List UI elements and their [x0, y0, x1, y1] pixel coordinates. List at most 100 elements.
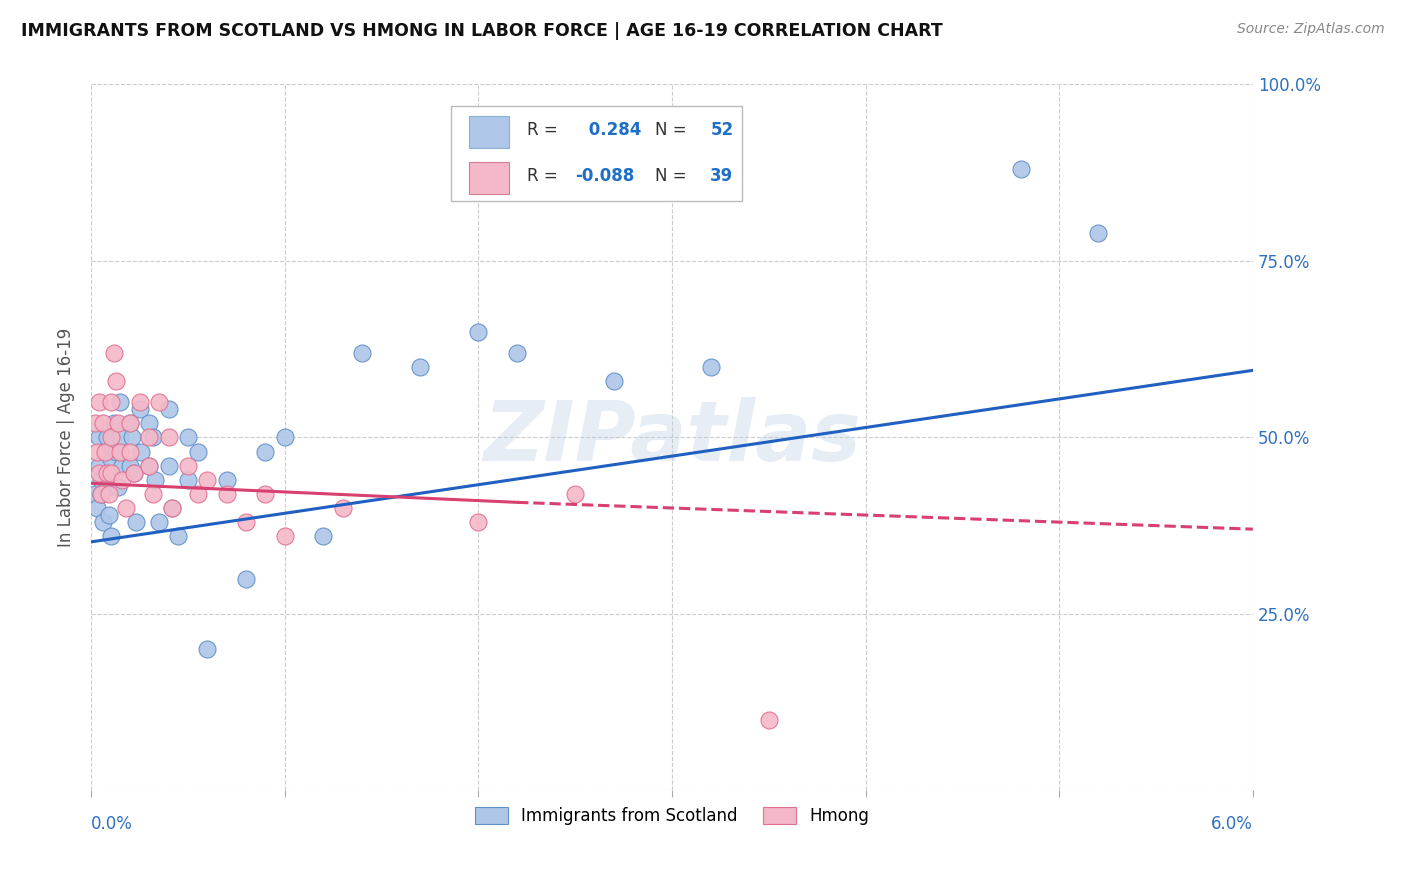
- Point: [138, 430, 160, 444]
- Point: [157, 458, 180, 473]
- Legend: Immigrants from Scotland, Hmong: Immigrants from Scotland, Hmong: [468, 800, 876, 831]
- Point: [138, 458, 160, 473]
- Point: [195, 642, 218, 657]
- Point: [115, 500, 138, 515]
- Point: [467, 515, 489, 529]
- Point: [564, 487, 586, 501]
- Point: [187, 487, 209, 501]
- Point: [108, 430, 131, 444]
- Point: [107, 480, 129, 494]
- Point: [215, 487, 238, 501]
- Point: [467, 325, 489, 339]
- Point: [91, 515, 114, 529]
- Point: [100, 466, 122, 480]
- FancyBboxPatch shape: [468, 116, 509, 148]
- Point: [274, 529, 297, 543]
- Point: [187, 444, 209, 458]
- Point: [142, 430, 165, 444]
- Point: [93, 444, 115, 458]
- Point: [96, 430, 118, 444]
- Text: -0.088: -0.088: [575, 167, 636, 186]
- Point: [118, 417, 141, 431]
- Text: 6.0%: 6.0%: [1211, 815, 1253, 833]
- Point: [138, 458, 160, 473]
- Point: [215, 473, 238, 487]
- Point: [118, 458, 141, 473]
- Point: [93, 444, 115, 458]
- Point: [254, 487, 277, 501]
- Text: R =: R =: [527, 121, 562, 139]
- Point: [111, 458, 134, 473]
- Point: [177, 473, 200, 487]
- Point: [122, 466, 145, 480]
- Point: [90, 473, 112, 487]
- Point: [162, 500, 184, 515]
- Point: [758, 713, 780, 727]
- Point: [195, 473, 218, 487]
- Point: [100, 529, 122, 543]
- Point: [107, 417, 129, 431]
- Point: [118, 417, 141, 431]
- Text: 0.284: 0.284: [582, 121, 641, 139]
- Point: [96, 466, 118, 480]
- Point: [96, 480, 118, 494]
- Text: 0.0%: 0.0%: [91, 815, 134, 833]
- Point: [274, 430, 297, 444]
- Point: [128, 395, 150, 409]
- Point: [148, 515, 170, 529]
- Point: [131, 444, 153, 458]
- Point: [177, 430, 200, 444]
- Point: [162, 500, 184, 515]
- Point: [409, 359, 432, 374]
- Point: [84, 487, 107, 501]
- Point: [235, 572, 257, 586]
- Point: [142, 487, 165, 501]
- Point: [105, 374, 128, 388]
- Point: [100, 395, 122, 409]
- Point: [91, 417, 114, 431]
- Point: [167, 529, 190, 543]
- Point: [103, 345, 125, 359]
- Text: R =: R =: [527, 167, 562, 186]
- Point: [87, 458, 110, 473]
- Point: [87, 430, 110, 444]
- Point: [90, 487, 112, 501]
- Text: IMMIGRANTS FROM SCOTLAND VS HMONG IN LABOR FORCE | AGE 16-19 CORRELATION CHART: IMMIGRANTS FROM SCOTLAND VS HMONG IN LAB…: [21, 22, 943, 40]
- Point: [138, 417, 160, 431]
- Point: [84, 417, 107, 431]
- Point: [1010, 162, 1032, 177]
- Point: [121, 430, 143, 444]
- Point: [100, 430, 122, 444]
- Point: [86, 500, 108, 515]
- Point: [312, 529, 335, 543]
- Point: [157, 430, 180, 444]
- Point: [97, 508, 120, 522]
- Text: N =: N =: [655, 167, 692, 186]
- Point: [177, 458, 200, 473]
- Point: [118, 444, 141, 458]
- Point: [157, 402, 180, 417]
- Text: 39: 39: [710, 167, 734, 186]
- Text: ZIPatlas: ZIPatlas: [484, 397, 860, 478]
- Point: [699, 359, 721, 374]
- Point: [506, 345, 529, 359]
- Point: [143, 473, 166, 487]
- Point: [125, 515, 148, 529]
- Point: [97, 487, 120, 501]
- FancyBboxPatch shape: [451, 105, 742, 201]
- Point: [128, 402, 150, 417]
- Point: [87, 395, 110, 409]
- Point: [86, 444, 108, 458]
- FancyBboxPatch shape: [468, 162, 509, 194]
- Point: [108, 444, 131, 458]
- Text: N =: N =: [655, 121, 692, 139]
- Point: [1087, 226, 1109, 240]
- Point: [332, 500, 354, 515]
- Point: [352, 345, 374, 359]
- Point: [122, 466, 145, 480]
- Point: [90, 487, 112, 501]
- Point: [603, 374, 626, 388]
- Text: Source: ZipAtlas.com: Source: ZipAtlas.com: [1237, 22, 1385, 37]
- Point: [108, 395, 131, 409]
- Text: 52: 52: [710, 121, 734, 139]
